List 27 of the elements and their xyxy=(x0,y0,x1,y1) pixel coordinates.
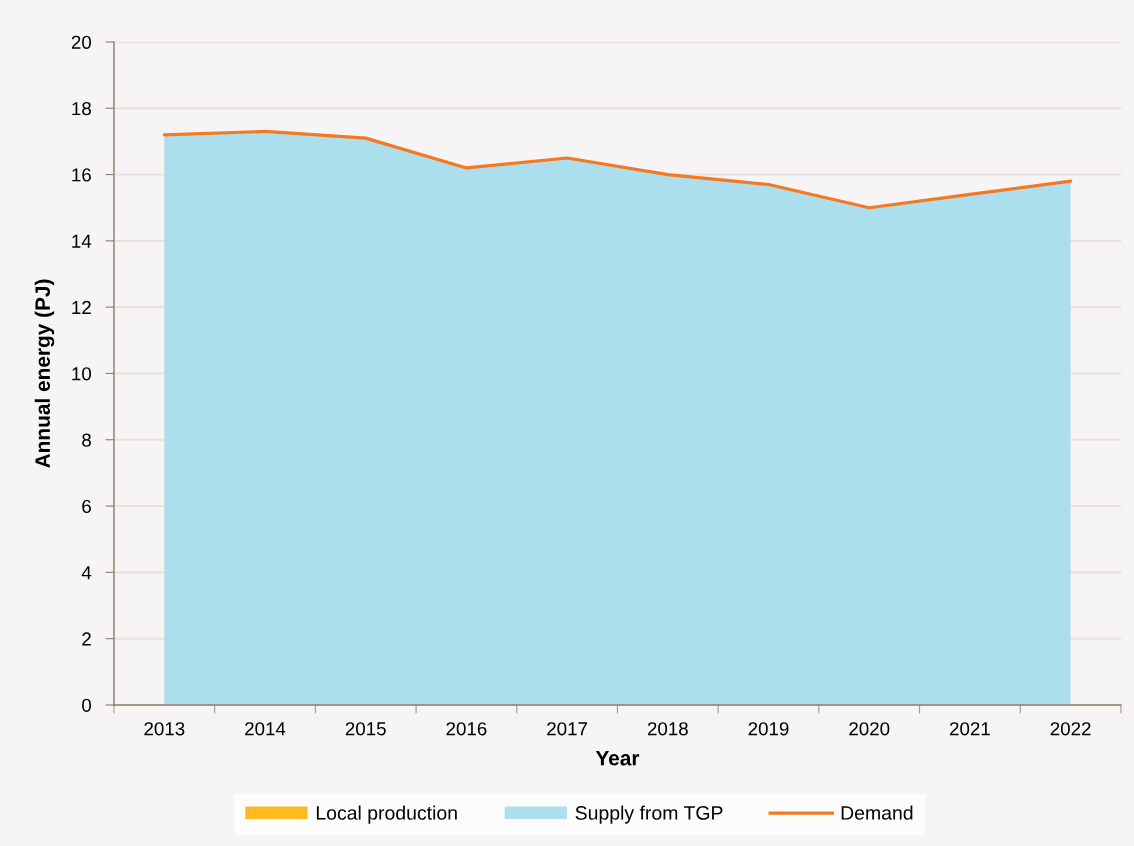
y-tick-label: 4 xyxy=(81,566,92,580)
x-tick-label: 2019 xyxy=(748,722,789,736)
y-tick-label: 2 xyxy=(82,632,91,646)
y-tick-label: 12 xyxy=(72,300,91,314)
legend-label: Local production xyxy=(316,805,457,824)
legend-label: Demand xyxy=(841,805,913,820)
y-tick-label: 8 xyxy=(82,433,91,447)
y-tick-label: 20 xyxy=(71,35,92,49)
y-tick-label: 14 xyxy=(72,234,92,248)
y-tick-label: 16 xyxy=(72,168,91,182)
x-tick-label: 2013 xyxy=(144,722,185,736)
x-tick-label: 2015 xyxy=(345,722,386,736)
y-tick-label: 6 xyxy=(82,499,91,514)
x-tick-label: 2022 xyxy=(1050,722,1091,736)
y-tick-label: 18 xyxy=(72,101,91,116)
y-tick-label: 10 xyxy=(72,367,92,381)
x-tick-label: 2020 xyxy=(849,722,890,736)
x-tick-label: 2014 xyxy=(245,722,286,736)
x-tick-label: 2017 xyxy=(547,722,588,736)
x-tick-label: 2016 xyxy=(446,722,487,736)
legend-label: Supply from TGP xyxy=(575,805,723,824)
x-tick-label: 2018 xyxy=(647,722,688,736)
x-tick-label: 2021 xyxy=(950,722,990,736)
x-axis-title: Year xyxy=(595,750,640,766)
line-series xyxy=(162,129,1073,210)
y-tick-label: 0 xyxy=(82,698,92,712)
y-axis-title: Annual energy (PJ) xyxy=(34,279,55,468)
